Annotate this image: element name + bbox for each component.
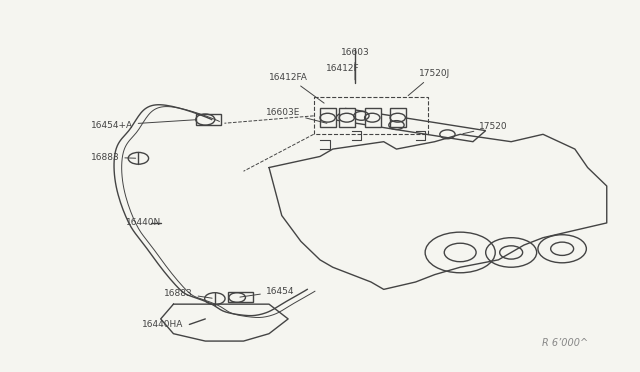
Text: 16603: 16603 bbox=[340, 48, 369, 80]
Bar bbox=[196, 114, 221, 125]
Text: 16440HA: 16440HA bbox=[141, 320, 183, 329]
Text: 16454: 16454 bbox=[240, 287, 294, 297]
Bar bbox=[339, 109, 355, 127]
Text: 16603E: 16603E bbox=[266, 108, 327, 123]
Text: 16412FA: 16412FA bbox=[269, 73, 324, 103]
Text: 16412F: 16412F bbox=[326, 64, 359, 73]
Text: 16883: 16883 bbox=[91, 153, 136, 162]
Text: 17520: 17520 bbox=[463, 122, 508, 134]
Bar bbox=[228, 292, 253, 302]
Text: 16883: 16883 bbox=[164, 289, 212, 298]
Bar bbox=[320, 109, 336, 127]
Bar bbox=[390, 109, 406, 127]
Text: 16440N: 16440N bbox=[125, 218, 161, 227]
Text: R 6’000^: R 6’000^ bbox=[541, 339, 588, 349]
Text: 17520J: 17520J bbox=[408, 69, 450, 96]
Text: 16454+A: 16454+A bbox=[91, 120, 196, 129]
Bar bbox=[365, 109, 381, 127]
